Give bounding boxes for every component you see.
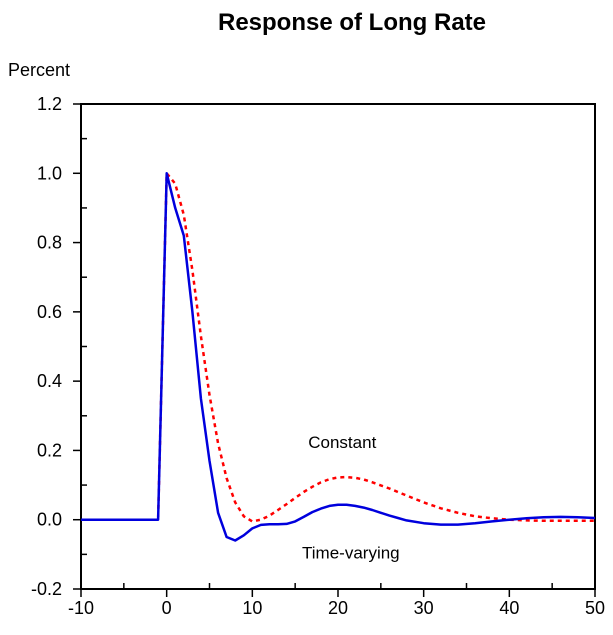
- y-tick-labels: -0.2 0.0 0.2 0.4 0.6 0.8 1.0 1.2: [31, 94, 62, 599]
- y-tick-label: 1.2: [37, 94, 62, 114]
- axis-ticks: [73, 103, 596, 597]
- y-tick-label: -0.2: [31, 579, 62, 599]
- x-tick-label: -10: [68, 598, 94, 618]
- x-tick-labels: -10 0 10 20 30 40 50: [68, 598, 605, 618]
- annotation-label: Time-varying: [302, 544, 400, 563]
- y-tick-label: 1.0: [37, 163, 62, 183]
- x-tick-label: 40: [499, 598, 519, 618]
- y-tick-label: 0.6: [37, 302, 62, 322]
- x-tick-label: 0: [162, 598, 172, 618]
- y-tick-label: 0.8: [37, 233, 62, 253]
- constant-series-line: [81, 172, 595, 523]
- time-varying-series-line: [81, 172, 596, 542]
- y-tick-label: 0.0: [37, 510, 62, 530]
- chart-title: Response of Long Rate: [218, 9, 486, 36]
- x-tick-label: 20: [328, 598, 348, 618]
- y-tick-label: 0.2: [37, 440, 62, 460]
- x-tick-label: 10: [242, 598, 262, 618]
- y-tick-label: 0.4: [37, 371, 62, 391]
- y-axis-label: Percent: [8, 60, 70, 80]
- x-tick-label: 30: [414, 598, 434, 618]
- x-tick-label: 50: [585, 598, 605, 618]
- annotation-layer: Constant Time-varying: [302, 433, 400, 563]
- series-layer: [81, 172, 596, 542]
- annotation-label: Constant: [308, 433, 376, 452]
